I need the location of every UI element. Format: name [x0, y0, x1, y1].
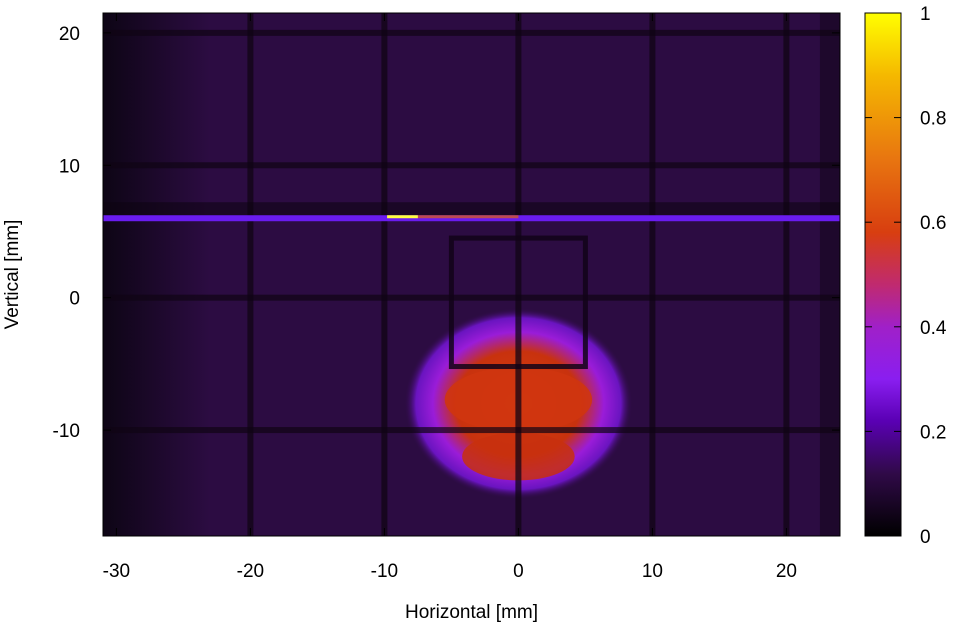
heatmap-bright-trail — [417, 215, 519, 219]
heatmap-dark-vertical-line — [649, 13, 656, 536]
colorbar: 0 0.2 0.4 0.6 0.8 1 — [864, 4, 947, 548]
y-axis: -10 0 10 20 — [53, 24, 840, 442]
heatmap-dark-vertical-line — [515, 13, 522, 536]
x-tick-label: -10 — [371, 561, 398, 582]
x-tick-label: 20 — [776, 561, 797, 582]
heatmap-dark-vertical-line — [247, 13, 254, 536]
heatmap-frame-outline — [448, 235, 588, 370]
y-axis-title: Vertical [mm] — [2, 220, 23, 330]
colorbar-tick-label: 0.8 — [920, 109, 946, 130]
heatmap-right-dark-region — [819, 13, 840, 536]
heatmap-dark-vertical-line — [783, 13, 790, 536]
plot-frame — [102, 12, 841, 537]
y-tick-label: 0 — [69, 289, 80, 310]
heatmap-dark-horizontal-line — [103, 427, 840, 434]
y-tick-label: -10 — [53, 421, 80, 442]
colorbar-tick-label: 0.4 — [920, 318, 947, 339]
colorbar-tick-label: 0 — [920, 527, 931, 548]
heatmap-area — [103, 13, 840, 536]
colorbar-tick-label: 1 — [920, 4, 931, 25]
x-tick-label: 0 — [513, 561, 524, 582]
y-tick-label: 20 — [59, 24, 80, 45]
x-tick-label: -20 — [237, 561, 264, 582]
heatmap-dark-horizontal-line — [103, 29, 840, 36]
x-axis: -30 -20 -10 0 10 20 — [103, 13, 797, 582]
colorbar-gradient — [864, 12, 902, 537]
colorbar-tick-label: 0.6 — [920, 213, 946, 234]
x-axis-title: Horizontal [mm] — [405, 602, 538, 623]
heatmap-left-dark-region — [103, 13, 211, 536]
x-tick-label: -30 — [103, 561, 130, 582]
y-tick-label: 10 — [59, 156, 80, 177]
heatmap-dark-horizontal-line — [103, 294, 840, 301]
heatmap-dark-band — [103, 202, 840, 219]
heatmap-dark-vertical-line — [381, 13, 388, 536]
heatmap-dark-horizontal-line — [103, 162, 840, 169]
colorbar-tick-label: 0.2 — [920, 422, 946, 443]
heatmap-bright-spot — [387, 215, 418, 219]
x-tick-label: 10 — [642, 561, 663, 582]
